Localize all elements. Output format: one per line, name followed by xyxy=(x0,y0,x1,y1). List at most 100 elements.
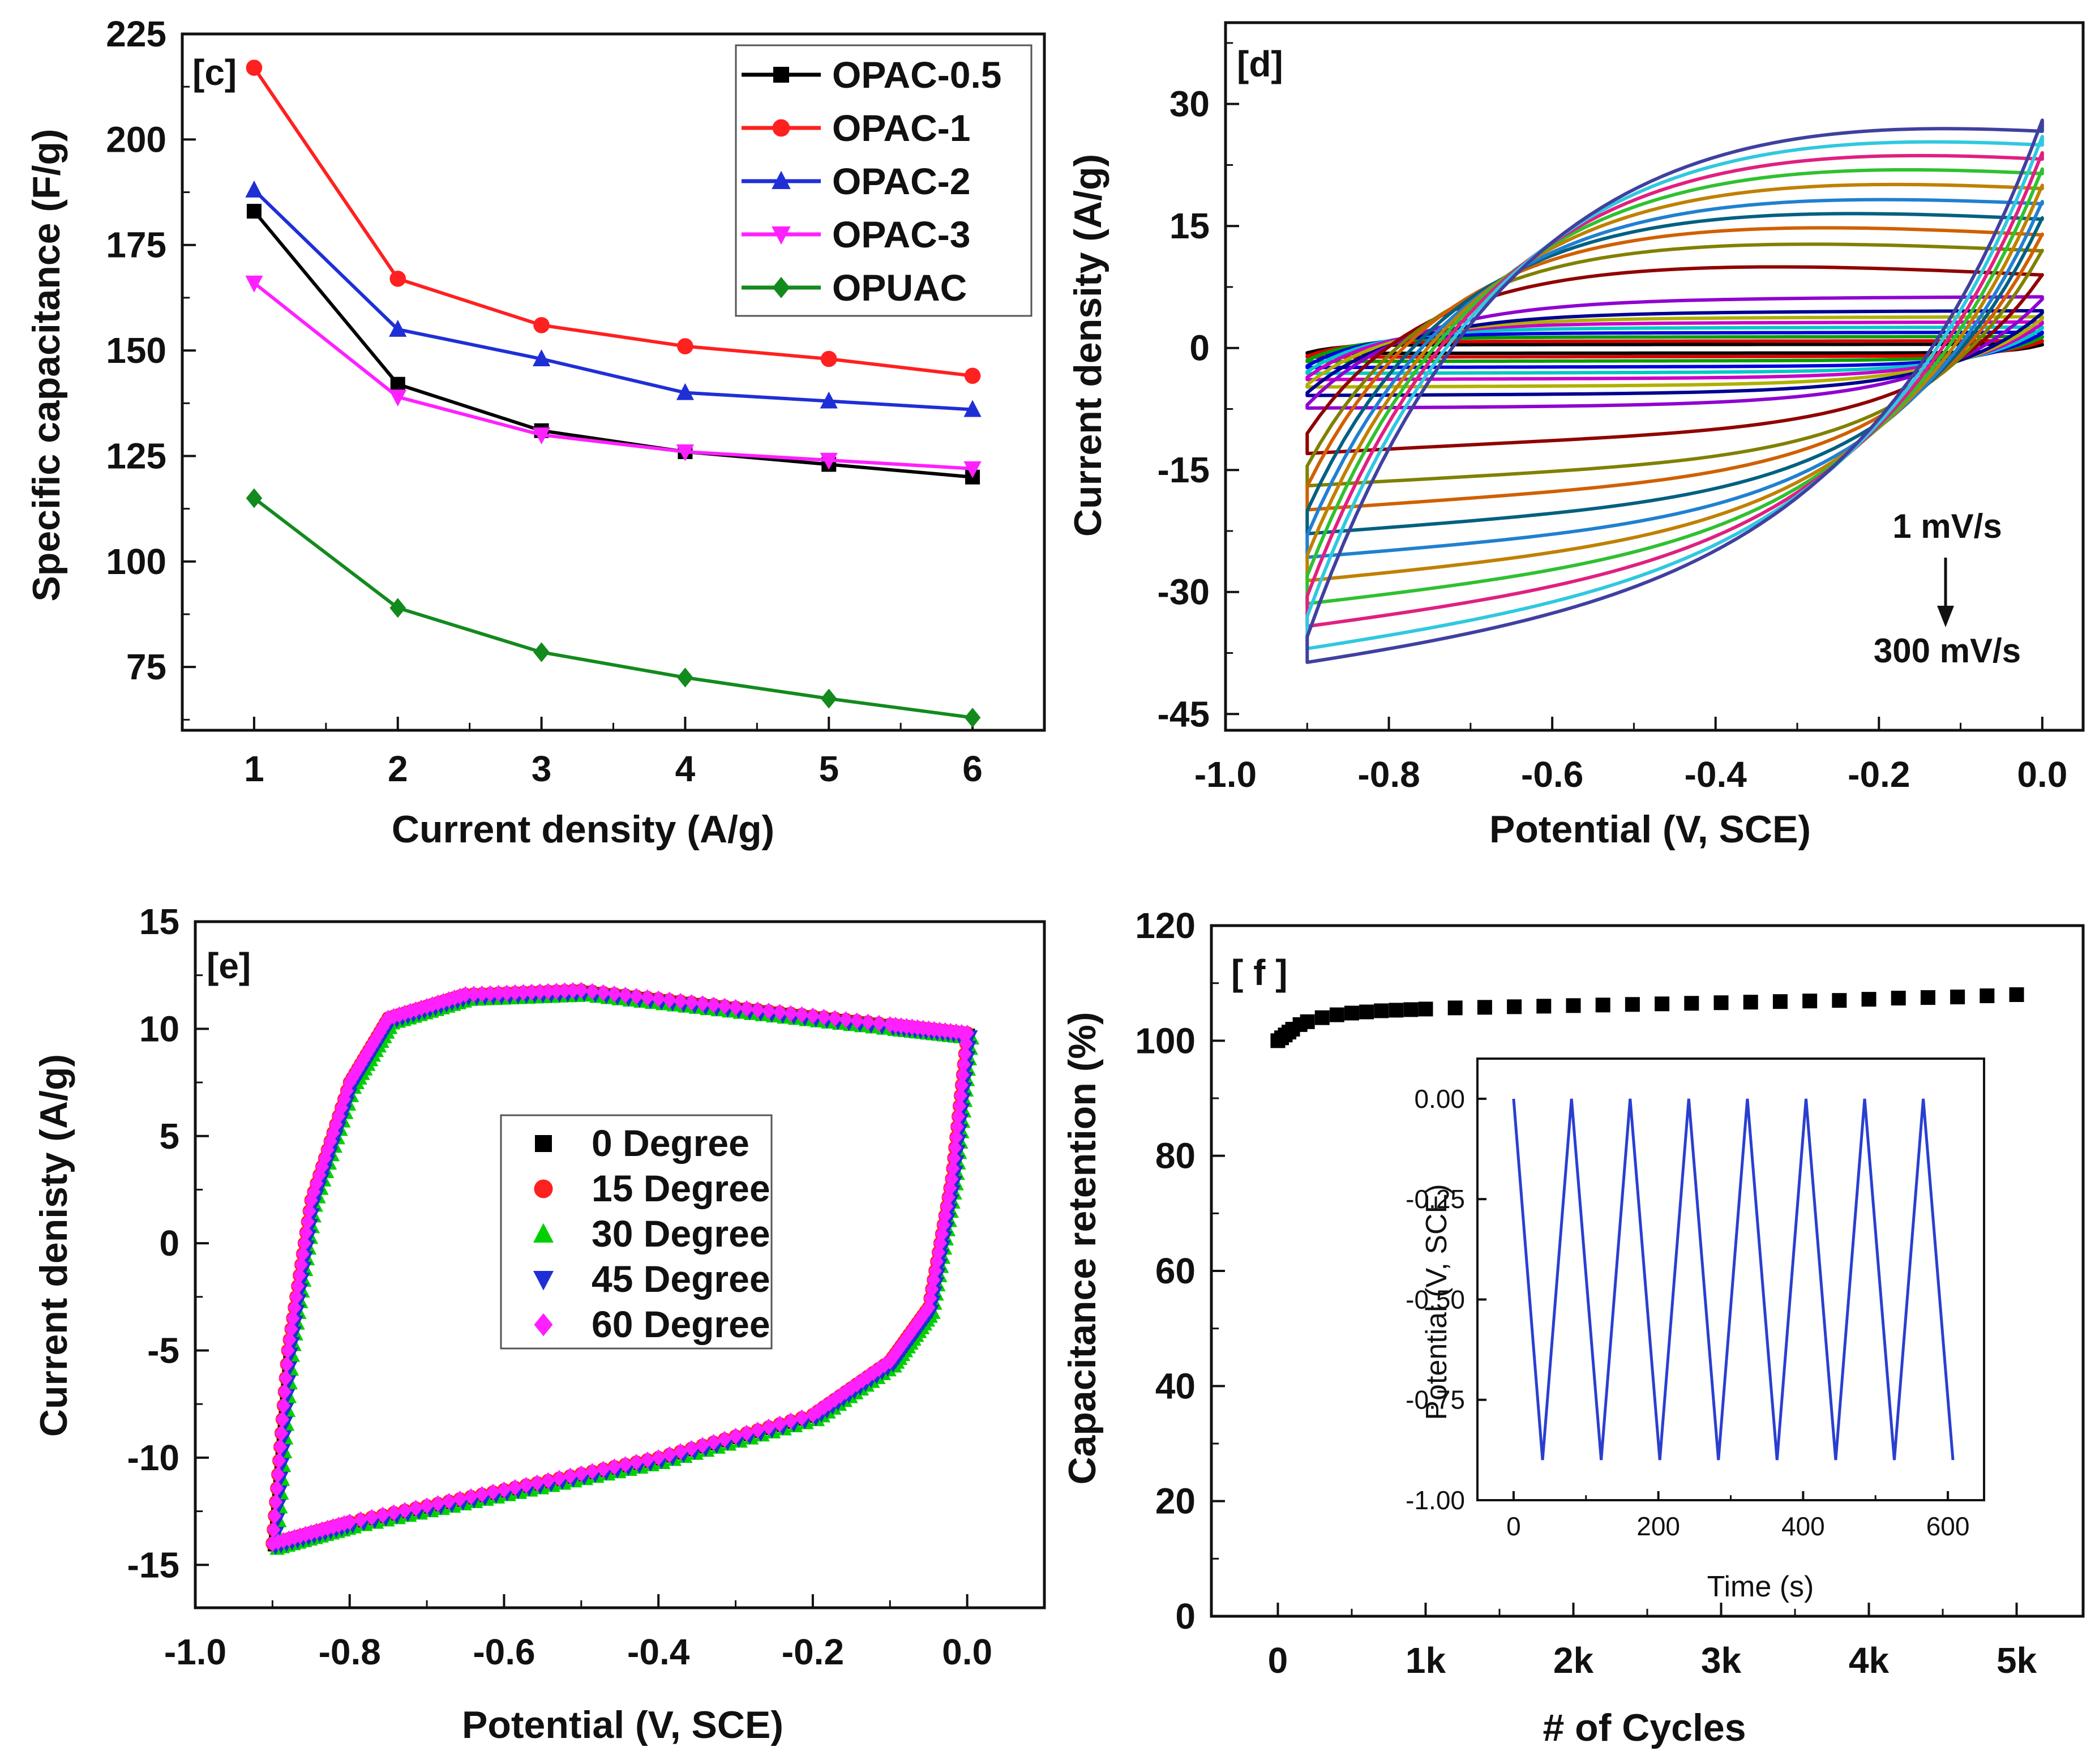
panel-e-point xyxy=(276,1397,290,1414)
panel-e-x-tick-label: -0.6 xyxy=(473,1632,535,1672)
panel-f-y-tick-label: 20 xyxy=(1155,1481,1196,1522)
panel-e-point xyxy=(850,1012,864,1030)
panel-e-point xyxy=(281,1342,295,1359)
panel-f-x-tick-label: 2k xyxy=(1553,1640,1594,1681)
panel-e-point xyxy=(519,1476,533,1494)
panel-e-point xyxy=(828,1010,842,1027)
panel-c-plot-area xyxy=(181,32,1046,732)
panel-e-point xyxy=(953,1087,968,1104)
panel-c-legend-label: OPAC-2 xyxy=(832,160,970,202)
panel-e-point xyxy=(299,1224,313,1241)
panel-c-y-tick-label: 175 xyxy=(106,225,166,266)
panel-c-point-opac-3 xyxy=(963,461,982,478)
panel-d-y-tick-label: -45 xyxy=(1158,693,1210,734)
panel-d-x-tick-label: -0.6 xyxy=(1521,754,1583,795)
panel-c-series-line-opuac xyxy=(253,496,973,720)
panel-e-point xyxy=(475,1485,489,1503)
panel-e-point xyxy=(289,1288,303,1305)
panel-f-inset-y-axis-title: Potential (V, SCE) xyxy=(1420,1184,1453,1420)
panel-f-retention-point xyxy=(1418,1001,1433,1017)
panel-e-point xyxy=(883,1352,897,1370)
panel-d-cv-loop-11 xyxy=(1305,242,2044,488)
panel-e-point xyxy=(806,1406,820,1423)
panel-e-point xyxy=(323,1133,337,1150)
panel-f-inset-charge-discharge-line xyxy=(1512,1098,1955,1461)
panel-e-legend-marker xyxy=(534,1313,553,1337)
panel-f-label: [ f ] xyxy=(1231,952,1288,993)
panel-e-point xyxy=(365,1509,379,1526)
panel-e-point xyxy=(861,1013,875,1031)
panel-f-retention-point xyxy=(1684,996,1699,1011)
panel-f-x-tick-label: 1k xyxy=(1406,1640,1446,1681)
panel-c-point-opuac xyxy=(533,642,550,662)
panel-e-point xyxy=(739,1424,754,1442)
panel-e-y-tick-label: 5 xyxy=(159,1116,179,1157)
panel-e-point xyxy=(618,987,632,1004)
panel-c-y-tick-label: 150 xyxy=(106,330,166,371)
panel-e-x-tick-label: -0.8 xyxy=(319,1632,381,1672)
panel-e-x-tick-labels: -1.0 -0.8 -0.6 -0.4 -0.2 0.0 xyxy=(164,1632,992,1672)
panel-e-point xyxy=(652,1449,666,1466)
panel-c-y-tick-label: 200 xyxy=(106,119,166,160)
panel-e-point xyxy=(839,1011,853,1028)
panel-c-point-opac-3 xyxy=(245,275,263,293)
panel-f-retention-point xyxy=(1625,997,1640,1012)
panel-e-point xyxy=(817,1008,831,1026)
panel-d-y-axis-title: Current density (A/g) xyxy=(1066,154,1109,537)
panel-e-point xyxy=(315,1158,329,1175)
panel-f-inset-x-tick-label: 400 xyxy=(1781,1512,1825,1541)
panel-e-point xyxy=(607,985,622,1003)
panel-f-retention-point xyxy=(1920,990,1935,1005)
panel-e-point xyxy=(294,1256,309,1273)
panel-f-retention-point xyxy=(1950,990,1965,1005)
panel-e-point xyxy=(286,1309,300,1327)
panel-d-cv-loop-12 xyxy=(1305,226,2044,512)
panel-f-retention-point xyxy=(1566,998,1581,1013)
panel-f-retention-point xyxy=(1891,991,1906,1006)
panel-c-x-tick-label: 1 xyxy=(244,748,264,789)
panel-e-legend-marker xyxy=(533,1271,554,1291)
panel-e-point xyxy=(274,1424,289,1442)
panel-f-inset-frame xyxy=(1476,1057,1985,1501)
panel-e-point xyxy=(952,1097,967,1115)
panel-e-point xyxy=(956,1066,970,1084)
panel-c-point-opac-0.5 xyxy=(390,376,405,392)
panel-f-inset-x-tick-label: 0 xyxy=(1506,1512,1521,1541)
panel-f-plot-area xyxy=(1210,924,2085,1618)
panel-e-point xyxy=(530,1474,544,1492)
panel-e-point xyxy=(674,1443,688,1460)
panel-d-cv-loop-3 xyxy=(1305,335,2044,363)
panel-c-x-tick-label: 5 xyxy=(819,748,839,789)
panel-e-point xyxy=(459,986,473,1003)
panel-f-retention-point xyxy=(1314,1010,1330,1025)
panel-e-frame xyxy=(194,920,1046,1609)
panel-c-x-tick-label: 6 xyxy=(962,748,983,789)
panel-c-series-line-opac-0.5 xyxy=(252,210,973,479)
panel-e-point xyxy=(959,1035,973,1052)
panel-e-point xyxy=(425,996,439,1013)
panel-e-point xyxy=(717,997,732,1015)
panel-c-y-tick-label: 75 xyxy=(126,646,166,687)
panel-e-point xyxy=(431,1495,445,1512)
panel-e-label: [e] xyxy=(207,945,251,986)
panel-e-point xyxy=(574,1465,588,1483)
panel-c-point-opac-2 xyxy=(532,349,551,366)
panel-e-point xyxy=(403,1003,417,1020)
panel-c-series-line-opac-3 xyxy=(253,281,973,470)
panel-e-point xyxy=(491,984,505,1002)
panel-e-point xyxy=(354,1511,368,1528)
panel-e-point xyxy=(696,995,710,1012)
panel-e-legend-label: 0 Degree xyxy=(592,1122,749,1164)
panel-e-point xyxy=(629,988,644,1005)
panel-f-retention-point xyxy=(1595,997,1610,1013)
panel-e-point xyxy=(464,1488,478,1505)
panel-e-point xyxy=(270,1480,284,1497)
panel-e-point xyxy=(268,1507,282,1525)
panel-d: -45 -30 -15 0 15 30 -1.0 -0.8 -0.6 -0.4 -0.2 0.0 [… xyxy=(1066,21,2085,851)
panel-f-y-tick-labels: 0 20 40 60 80 100 120 xyxy=(1135,905,1196,1637)
panel-c-point-opac-1 xyxy=(246,59,263,76)
panel-e-point xyxy=(284,1320,298,1338)
panel-d-cv-loop-4 xyxy=(1305,330,2044,370)
panel-f-retention-point xyxy=(1389,1003,1404,1018)
